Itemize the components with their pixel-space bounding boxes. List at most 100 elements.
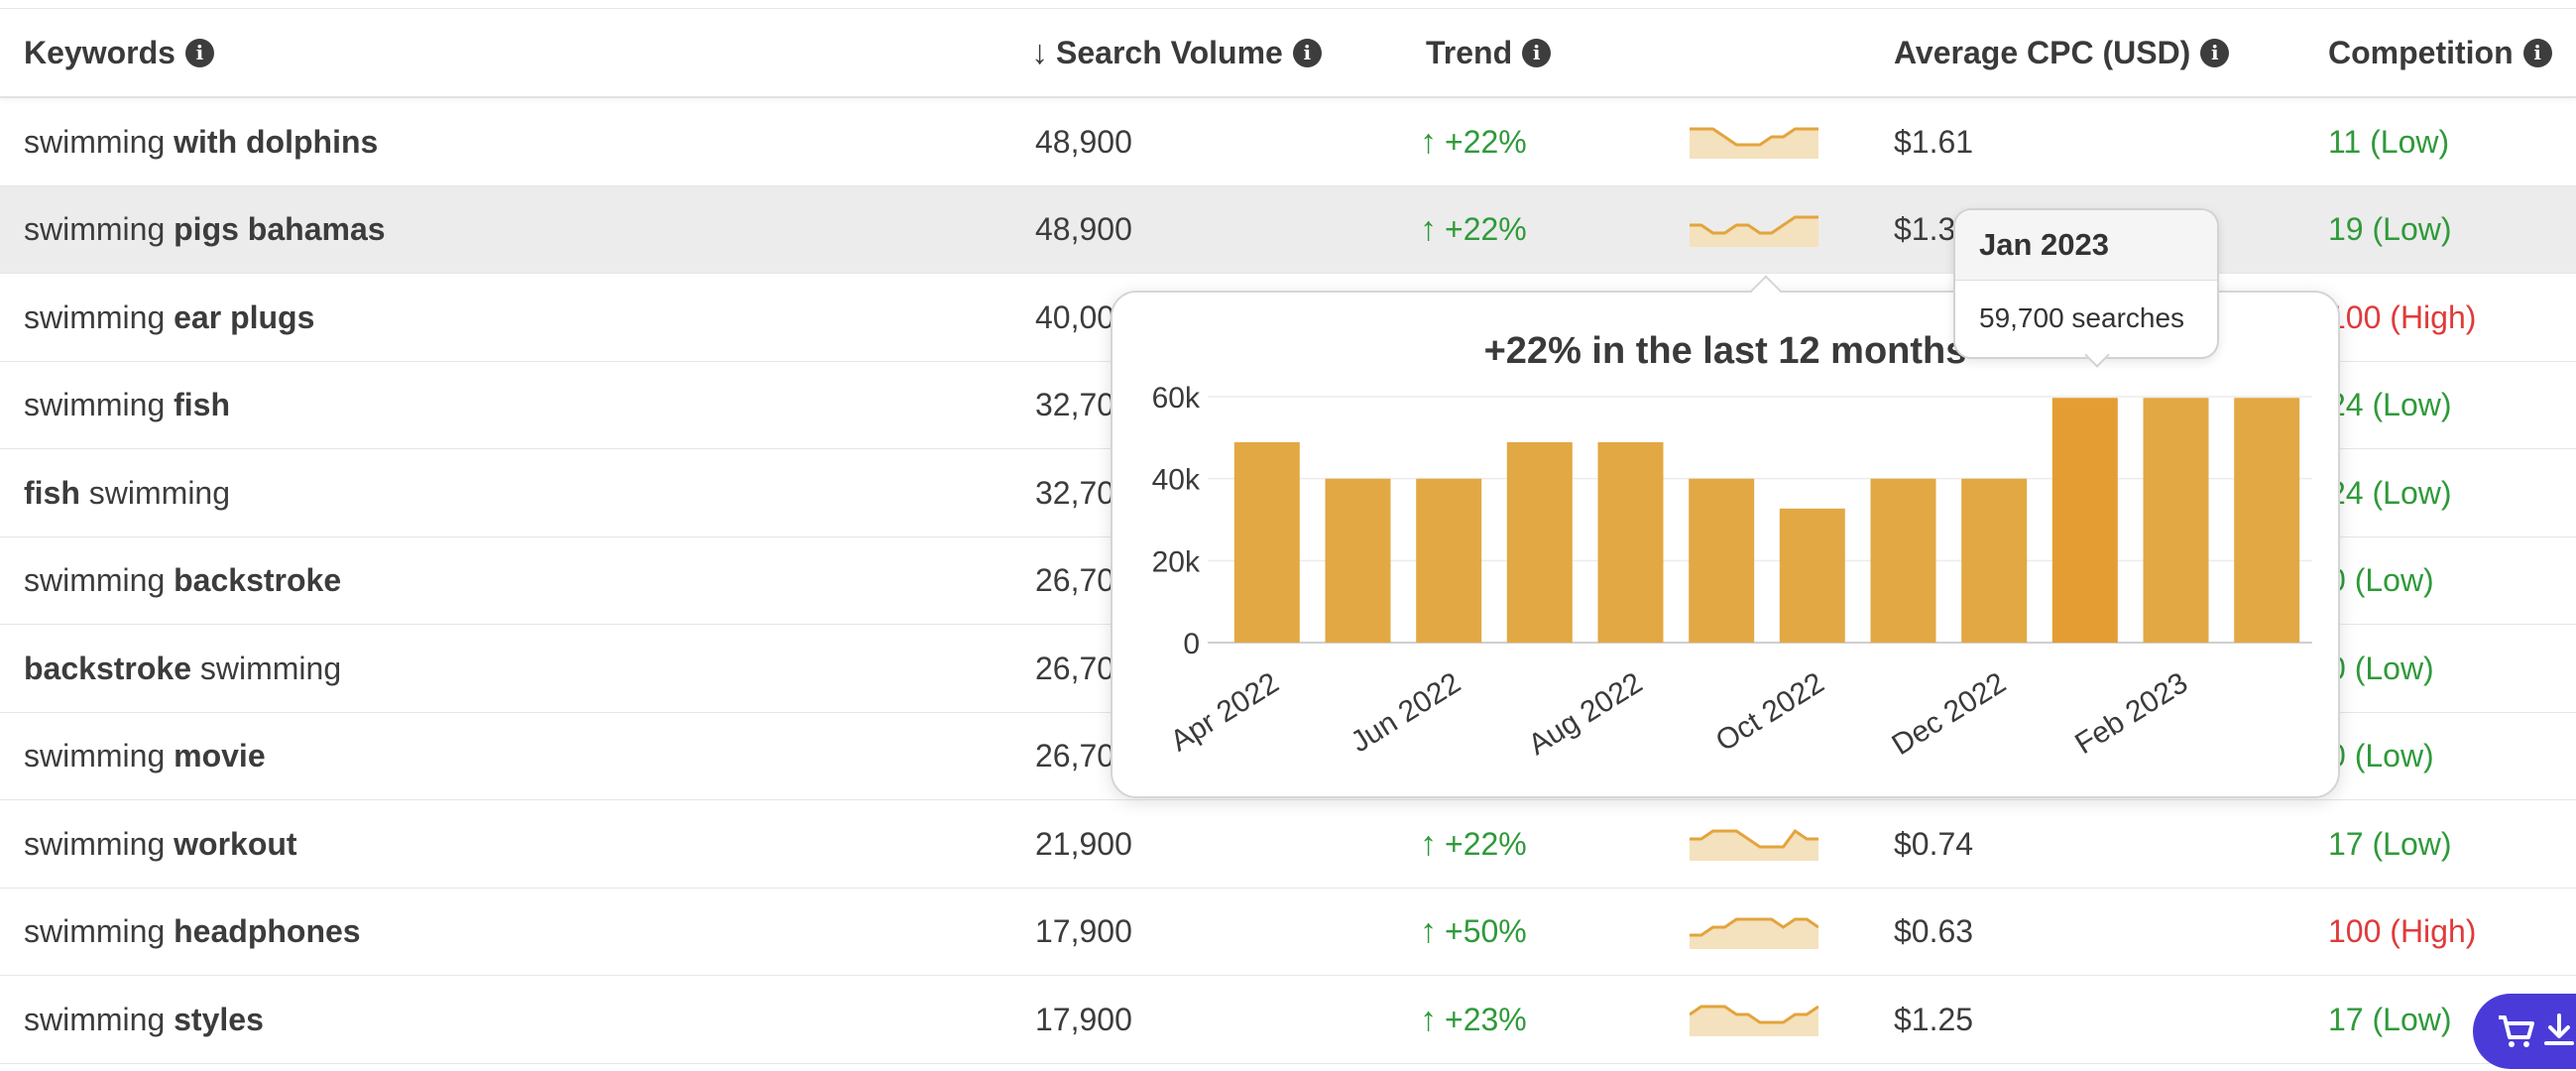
header-competition[interactable]: Competition i	[2328, 9, 2552, 96]
chart-bar[interactable]	[1325, 478, 1391, 643]
sparkline-line	[1690, 828, 1818, 849]
search-volume-cell: 40,00	[1035, 298, 1115, 335]
info-icon[interactable]: i	[2522, 38, 2552, 67]
arrow-up-icon: ↑	[1420, 1000, 1437, 1038]
search-volume-cell: 26,70	[1035, 738, 1115, 774]
keyword-prefix: swimming	[24, 562, 175, 598]
header-cpc[interactable]: Average CPC (USD) i	[1894, 9, 2230, 96]
header-trend-label: Trend	[1426, 34, 1513, 70]
keyword-cell[interactable]: swimming headphones	[24, 889, 361, 976]
table-row[interactable]: swimming workout 21,900 ↑ +22% $0.74 17 (Low)	[0, 800, 2576, 889]
competition-cell: 19 (Low)	[2328, 211, 2452, 247]
keyword-cell[interactable]: backstroke swimming	[24, 625, 341, 712]
x-tick-label: Oct 2022	[1710, 666, 1830, 759]
x-tick-label: Feb 2023	[2069, 666, 2193, 761]
keyword-cell[interactable]: swimming pigs bahamas	[24, 186, 386, 274]
trend-cell: ↑ +22%	[1420, 186, 1527, 274]
keyword-suffix: swimming	[190, 650, 342, 686]
keyword-cell[interactable]: swimming workout	[24, 800, 297, 888]
keyword-prefix: swimming	[24, 123, 175, 160]
popup-title: +22% in the last 12 months	[1483, 330, 1967, 372]
info-icon[interactable]: i	[184, 38, 214, 67]
tooltip-value: 59,700 searches	[1979, 302, 2185, 333]
search-volume-cell: 26,70	[1035, 650, 1115, 686]
bar-chart: 0 20k 40k 60k Apr 2022 Jun 2022 Aug 2022 Oct 20…	[1152, 382, 2312, 762]
download-icon	[2544, 1013, 2574, 1045]
sparkline-area	[1690, 831, 1818, 861]
trend-cell: ↑ +22%	[1420, 800, 1527, 888]
competition-cell: 17 (Low)	[2328, 1001, 2452, 1037]
x-tick-label: Aug 2022	[1523, 666, 1648, 762]
keyword-prefix: swimming	[24, 211, 175, 247]
trend-popup: +22% in the last 12 months 0 20k 40k 60k Apr…	[1111, 291, 2340, 798]
chart-bar[interactable]	[1961, 478, 2028, 643]
table-row[interactable]: swimming movie 26,70 0 (Low)	[0, 713, 2576, 800]
keyword-table: Keywords i ↓ Search Volume i Trend i Ave…	[0, 9, 2576, 1064]
keyword-prefix: swimming	[24, 387, 175, 422]
header-keywords[interactable]: Keywords i	[24, 9, 214, 96]
search-volume-cell: 21,900	[1035, 825, 1132, 862]
sparkline[interactable]	[1690, 98, 1818, 185]
competition-cell: 24 (Low)	[2328, 474, 2452, 511]
chart-bar[interactable]	[1233, 441, 1300, 643]
sparkline[interactable]	[1690, 186, 1818, 274]
arrow-up-icon: ↑	[1420, 210, 1437, 248]
chart-bar[interactable]	[1416, 478, 1482, 643]
arrow-up-icon: ↑	[1420, 122, 1437, 161]
info-icon[interactable]: i	[2200, 38, 2230, 67]
chart-bar[interactable]	[1779, 508, 1845, 643]
chart-bar[interactable]	[1597, 441, 1664, 643]
table-row[interactable]: swimming with dolphins 48,900 ↑ +22% $1.61 11…	[0, 98, 2576, 186]
x-tick-label: Dec 2022	[1886, 666, 2011, 762]
keyword-prefix: swimming	[24, 913, 175, 949]
keyword-bold: movie	[174, 738, 266, 774]
chart-bar[interactable]	[2234, 398, 2300, 643]
header-cpc-label: Average CPC (USD)	[1894, 34, 2191, 70]
info-icon[interactable]: i	[1292, 38, 1322, 67]
competition-cell: 17 (Low)	[2328, 825, 2452, 862]
sparkline-chart	[1690, 917, 1818, 949]
keyword-bold: with dolphins	[174, 123, 379, 160]
keyword-cell[interactable]: swimming styles	[24, 976, 264, 1063]
header-search-volume-label: Search Volume	[1056, 34, 1283, 70]
search-volume-cell: 17,900	[1035, 1001, 1132, 1037]
cart-download-button[interactable]	[2473, 994, 2576, 1069]
keyword-cell[interactable]: swimming fish	[24, 362, 230, 449]
info-icon[interactable]: i	[1522, 38, 1552, 67]
keyword-cell[interactable]: swimming backstroke	[24, 537, 341, 625]
sparkline[interactable]	[1690, 976, 1818, 1063]
sparkline-chart	[1690, 127, 1818, 159]
chart-bar[interactable]	[2051, 398, 2118, 643]
keyword-bold: ear plugs	[174, 298, 315, 335]
table-row[interactable]: swimming headphones 17,900 ↑ +50% $0.63 100 (…	[0, 889, 2576, 976]
chart-bar[interactable]	[1689, 478, 1755, 643]
table-row[interactable]: backstroke swimming 26,70 0 (Low)	[0, 625, 2576, 713]
chart-bar[interactable]	[1870, 478, 1936, 643]
table-row[interactable]: swimming styles 17,900 ↑ +23% $1.25 17 (Low)	[0, 976, 2576, 1064]
competition-cell: 100 (High)	[2328, 298, 2477, 335]
keyword-cell[interactable]: swimming with dolphins	[24, 98, 378, 185]
header-search-volume[interactable]: ↓ Search Volume i	[1031, 9, 1322, 96]
chart-bar[interactable]	[1506, 441, 1573, 643]
cpc-cell: $0.63	[1894, 913, 1974, 949]
chart-bar[interactable]	[2143, 398, 2209, 643]
keyword-cell[interactable]: swimming movie	[24, 713, 266, 800]
competition-cell: 100 (High)	[2328, 913, 2477, 949]
sparkline[interactable]	[1690, 889, 1818, 976]
keyword-cell[interactable]: swimming ear plugs	[24, 274, 314, 361]
sparkline-chart	[1690, 1005, 1818, 1036]
competition-cell: 11 (Low)	[2328, 123, 2450, 160]
keyword-bold: pigs bahamas	[174, 211, 386, 247]
header-trend[interactable]: Trend i	[1426, 9, 1552, 96]
keyword-bold: backstroke	[24, 650, 191, 686]
keyword-bold: backstroke	[174, 562, 342, 598]
trend-cell: ↑ +50%	[1420, 889, 1527, 976]
sparkline[interactable]	[1690, 800, 1818, 888]
trend-cell: ↑ +23%	[1420, 976, 1527, 1063]
competition-cell: 24 (Low)	[2328, 387, 2452, 422]
x-tick-label: Apr 2022	[1165, 666, 1285, 759]
keyword-cell[interactable]: fish swimming	[24, 449, 230, 536]
trend-cell: ↑ +22%	[1420, 98, 1527, 185]
keyword-bold: fish	[24, 474, 80, 511]
search-volume-cell: 26,70	[1035, 562, 1115, 598]
